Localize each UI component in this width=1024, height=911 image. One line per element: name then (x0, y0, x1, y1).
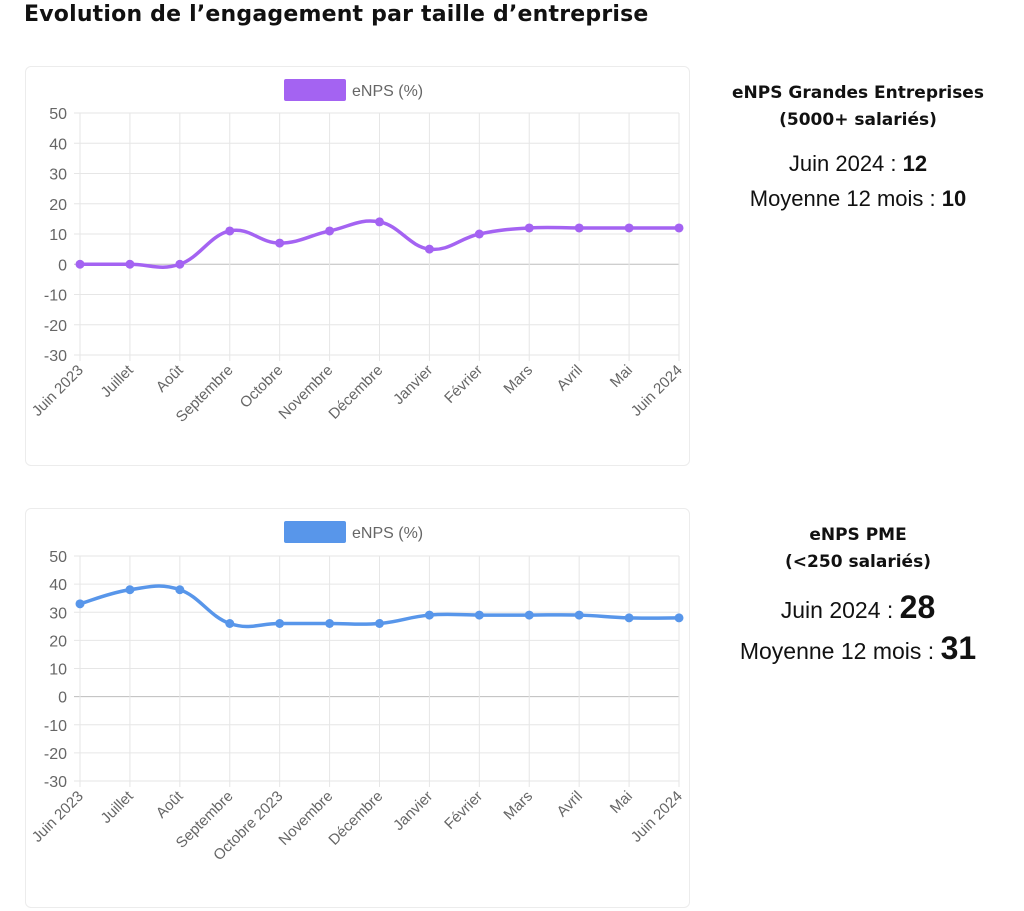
y-tick-label: 0 (58, 257, 67, 274)
x-tick-label: Avril (554, 362, 586, 394)
y-tick-label: -30 (44, 774, 67, 791)
data-point (75, 599, 85, 609)
x-tick-label: Décembre (325, 788, 386, 849)
x-tick-label: Août (153, 787, 187, 821)
average-stat-value: 31 (940, 630, 977, 666)
chart-card-sme: eNPS (%) 50 40 30 20 10 0 -10 -20 -30 Juin 2023 Jui… (25, 508, 690, 908)
y-tick-label: -10 (44, 288, 67, 305)
data-point (574, 610, 584, 620)
page-title: Evolution de l’engagement par taille d’e… (24, 2, 649, 27)
x-tick-label: Décembre (325, 362, 386, 423)
chart-card-large-companies: eNPS (%) 50 40 30 20 10 0 -10 -20 -30 Juin 2023 Jui… (25, 66, 690, 466)
y-tick-label: 10 (49, 662, 67, 679)
data-point (275, 619, 285, 628)
stats-subtitle: (<250 salariés) (785, 552, 931, 572)
data-point (375, 619, 384, 628)
data-point (424, 610, 434, 620)
x-tick-label: Juin 2023 (29, 788, 87, 846)
data-point (524, 610, 534, 620)
x-tick-label: Mai (607, 362, 636, 391)
y-tick-label: -20 (44, 318, 67, 335)
x-tick-label: Août (153, 361, 187, 395)
average-stat: Moyenne 12 mois : 10 (700, 181, 1016, 216)
x-tick-label: Mai (607, 788, 636, 817)
data-point (125, 585, 135, 595)
data-point (225, 619, 235, 628)
average-stat-label: Moyenne 12 mois : (749, 186, 936, 211)
x-tick-label: Mars (500, 788, 536, 824)
data-point (325, 226, 335, 236)
data-point (524, 223, 534, 233)
y-tick-label: 40 (49, 577, 67, 594)
data-point (375, 217, 384, 227)
stats-panel-large-companies: eNPS Grandes Entreprises (5000+ salariés… (700, 80, 1016, 216)
data-point (75, 259, 85, 269)
data-point (424, 244, 434, 254)
stats-subtitle: (5000+ salariés) (779, 110, 937, 130)
x-tick-label: Juin 2024 (628, 788, 686, 846)
current-stat-label: Juin 2024 : (788, 151, 897, 176)
y-tick-label: 20 (49, 197, 67, 214)
x-tick-label: Juillet (98, 361, 138, 401)
y-tick-label: 50 (49, 106, 67, 123)
current-stat-value: 12 (902, 151, 928, 176)
y-tick-label: 30 (49, 605, 67, 622)
legend-swatch (284, 79, 346, 101)
data-point (275, 238, 285, 248)
current-stat-label: Juin 2024 : (780, 597, 894, 623)
legend-swatch (284, 521, 346, 543)
data-point (624, 613, 634, 623)
data-point (674, 223, 684, 233)
y-tick-label: 20 (49, 633, 67, 650)
legend: eNPS (%) (284, 521, 423, 543)
legend-label: eNPS (%) (352, 525, 423, 542)
x-tick-label: Juillet (98, 787, 138, 827)
x-tick-label: Avril (554, 788, 586, 820)
x-tick-label: Juin 2023 (29, 362, 87, 420)
data-point (125, 259, 135, 269)
grid (74, 112, 680, 361)
y-tick-label: 0 (58, 690, 67, 707)
x-tick-label: Octobre (237, 362, 287, 412)
x-tick-label: Janvier (390, 362, 436, 408)
x-tick-label: Janvier (390, 788, 436, 834)
y-tick-label: 30 (49, 167, 67, 184)
data-point (624, 223, 634, 233)
y-tick-label: 40 (49, 136, 67, 153)
data-point (225, 226, 235, 236)
y-tick-label: 50 (49, 549, 67, 566)
y-tick-label: -10 (44, 718, 67, 735)
data-point (474, 229, 484, 239)
x-tick-label: Juin 2024 (628, 362, 686, 420)
grid (74, 555, 680, 787)
legend-label: eNPS (%) (352, 83, 423, 100)
y-tick-label: -30 (44, 348, 67, 365)
legend: eNPS (%) (284, 79, 423, 101)
data-point (175, 259, 185, 269)
data-point (574, 223, 584, 233)
current-stat-value: 28 (899, 589, 936, 625)
data-point (325, 619, 335, 628)
average-stat: Moyenne 12 mois : 31 (700, 629, 1016, 670)
x-tick-label: Mars (500, 362, 536, 398)
data-point (674, 613, 684, 623)
stats-panel-sme: eNPS PME (<250 salariés) Juin 2024 : 28 … (700, 522, 1016, 670)
y-tick-label: 10 (49, 227, 67, 244)
current-stat: Juin 2024 : 12 (700, 146, 1016, 181)
average-stat-value: 10 (941, 186, 967, 211)
stats-title: eNPS PME (809, 525, 907, 545)
data-point (175, 585, 185, 595)
stats-title: eNPS Grandes Entreprises (732, 83, 984, 103)
x-tick-label: Février (441, 788, 486, 833)
x-tick-label: Février (441, 362, 486, 407)
data-point (474, 610, 484, 620)
y-tick-label: -20 (44, 746, 67, 763)
average-stat-label: Moyenne 12 mois : (739, 638, 935, 664)
current-stat: Juin 2024 : 28 (700, 588, 1016, 629)
